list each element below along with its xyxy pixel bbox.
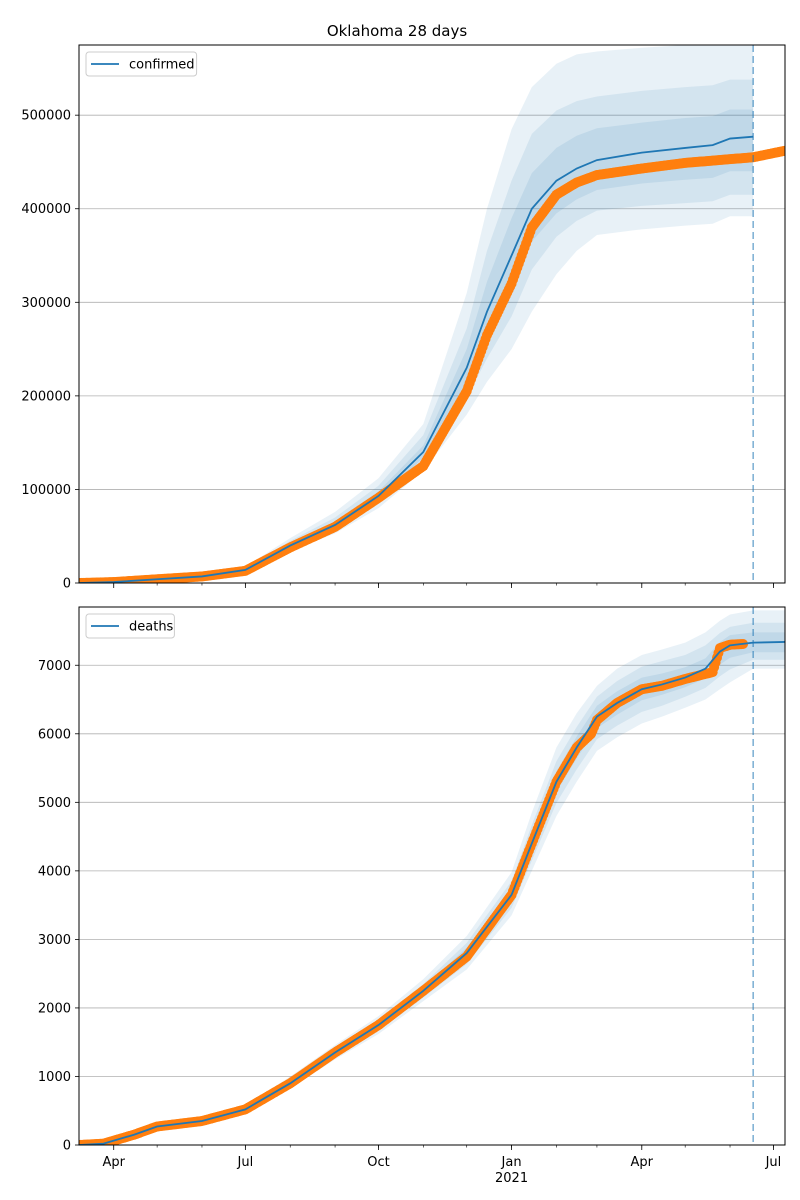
model-line xyxy=(79,135,754,583)
x-tick-label: Apr xyxy=(102,1155,125,1170)
axes-frame xyxy=(78,606,786,1146)
y-tick-label: 300000 xyxy=(21,296,71,311)
x-tick-label: Jan xyxy=(501,1155,522,1170)
uncertainty-band xyxy=(79,109,754,583)
legend-label: confirmed xyxy=(129,58,195,73)
x-year-label: 2021 xyxy=(495,1171,528,1186)
y-tick-label: 200000 xyxy=(21,389,71,404)
legend-label: deaths xyxy=(129,620,174,635)
legend-box xyxy=(85,51,198,77)
y-tick-label: 2000 xyxy=(38,1001,71,1016)
y-tick-label: 400000 xyxy=(21,202,71,217)
y-tick-label: 0 xyxy=(63,577,71,592)
y-tick-label: 3000 xyxy=(38,933,71,948)
legend-box xyxy=(85,613,175,639)
y-tick-label: 4000 xyxy=(38,864,71,879)
x-tick-label: Jul xyxy=(237,1155,254,1170)
plot-area xyxy=(79,45,785,583)
axes-frame xyxy=(78,44,786,584)
chart-title: Oklahoma 28 days xyxy=(327,22,468,40)
x-tick-label: Oct xyxy=(367,1155,389,1170)
legend: deaths xyxy=(85,613,175,639)
y-tick-label: 5000 xyxy=(38,796,71,811)
x-tick-label: Jul xyxy=(765,1155,782,1170)
y-tick-label: 100000 xyxy=(21,483,71,498)
observed-point xyxy=(780,145,785,156)
model-line xyxy=(79,641,785,1145)
panel-confirmed: 0 100000 200000 300000 400000 500000 confirmed xyxy=(21,44,786,592)
panel-deaths: 0 1000 2000 3000 4000 5000 6000 7000 Apr Jul Oct Ja… xyxy=(38,606,786,1186)
y-tick-label: 1000 xyxy=(38,1070,71,1085)
y-tick-label: 500000 xyxy=(21,109,71,124)
x-tick-label: Apr xyxy=(631,1155,654,1170)
legend: confirmed xyxy=(85,51,198,77)
y-tick-label: 6000 xyxy=(38,727,71,742)
y-tick-label: 7000 xyxy=(38,659,71,674)
y-tick-label: 0 xyxy=(63,1139,71,1154)
uncertainty-band xyxy=(79,79,754,583)
plot-area xyxy=(79,610,785,1145)
